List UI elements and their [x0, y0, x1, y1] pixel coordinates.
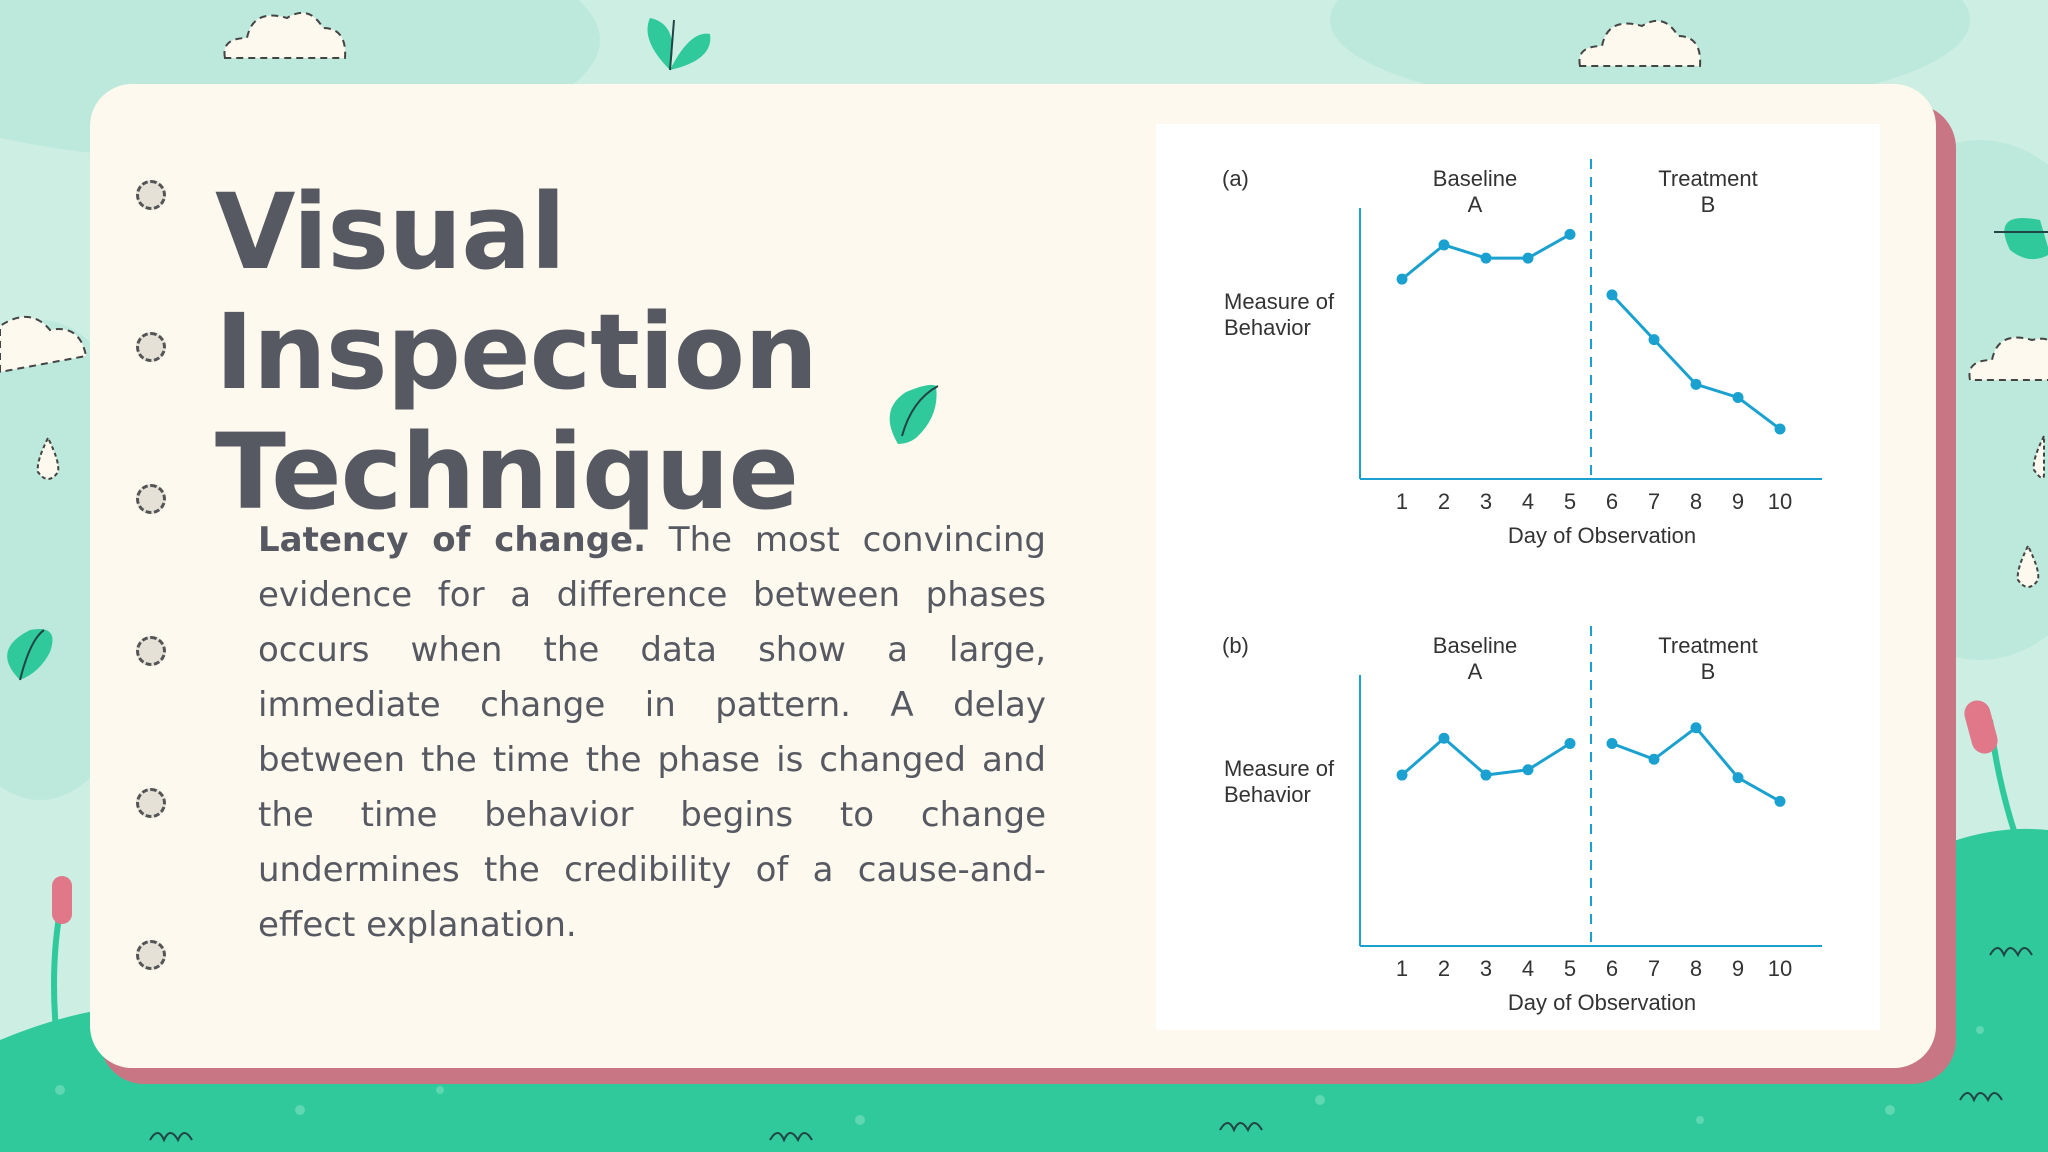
- data-point: [1732, 391, 1744, 403]
- phase-label-treatment: Treatment: [1658, 166, 1757, 191]
- data-point: [1690, 378, 1702, 390]
- binder-ring: [136, 332, 166, 362]
- binder-ring: [136, 180, 166, 210]
- x-tick-label: 4: [1522, 489, 1534, 514]
- phase-label-treatment-letter: B: [1701, 659, 1716, 684]
- panel-label: (b): [1222, 633, 1249, 658]
- title-line-2: Technique: [215, 411, 799, 533]
- data-point: [1648, 753, 1660, 765]
- data-point: [1564, 228, 1576, 240]
- x-tick-label: 1: [1396, 489, 1408, 514]
- y-axis-label-line2: Behavior: [1224, 782, 1311, 807]
- panel-label: (a): [1222, 166, 1249, 191]
- phase-label-treatment: Treatment: [1658, 633, 1757, 658]
- series-line-B: [1611, 725, 1781, 803]
- data-point: [1480, 252, 1492, 264]
- phase-label-baseline-letter: A: [1468, 192, 1483, 217]
- data-point: [1396, 273, 1408, 285]
- y-axis-label: Measure of: [1224, 756, 1335, 781]
- x-tick-label: 10: [1768, 956, 1792, 981]
- x-tick-label: 2: [1438, 956, 1450, 981]
- title-line-1: Visual Inspection: [215, 171, 818, 413]
- data-point: [1606, 737, 1618, 749]
- x-tick-label: 7: [1648, 489, 1660, 514]
- leaf-icon: [889, 384, 939, 444]
- series-line-A: [1401, 736, 1571, 777]
- data-point: [1438, 239, 1450, 251]
- body-paragraph: Latency of change. The most convincing e…: [258, 513, 1046, 953]
- series-line-B: [1610, 293, 1781, 431]
- x-tick-label: 8: [1690, 956, 1702, 981]
- data-point: [1522, 252, 1534, 264]
- binder-ring: [136, 940, 166, 970]
- y-axis-label: Measure of: [1224, 289, 1335, 314]
- data-point: [1690, 722, 1702, 734]
- data-point: [1480, 769, 1492, 781]
- x-tick-label: 10: [1768, 489, 1792, 514]
- binder-ring: [136, 636, 166, 666]
- phase-label-baseline-letter: A: [1468, 659, 1483, 684]
- binder-ring: [136, 484, 166, 514]
- x-axis-title: Day of Observation: [1508, 523, 1696, 548]
- data-point: [1774, 423, 1786, 435]
- body-lead-term: Latency of change.: [258, 520, 647, 560]
- x-tick-label: 2: [1438, 489, 1450, 514]
- x-tick-label: 8: [1690, 489, 1702, 514]
- x-tick-label: 9: [1732, 956, 1744, 981]
- figure-panel: [1156, 124, 1880, 1030]
- data-point: [1564, 737, 1576, 749]
- x-axis-title: Day of Observation: [1508, 990, 1696, 1015]
- data-point: [1522, 764, 1534, 776]
- x-tick-label: 5: [1564, 489, 1576, 514]
- x-tick-label: 4: [1522, 956, 1534, 981]
- phase-label-baseline: Baseline: [1433, 633, 1517, 658]
- data-point: [1606, 289, 1618, 301]
- data-point: [1648, 334, 1660, 346]
- data-point: [1438, 732, 1450, 744]
- y-axis-label-line2: Behavior: [1224, 315, 1311, 340]
- data-point: [1396, 769, 1408, 781]
- data-point: [1774, 795, 1786, 807]
- x-tick-label: 6: [1606, 956, 1618, 981]
- x-tick-label: 7: [1648, 956, 1660, 981]
- slide-title: Visual Inspection Technique: [215, 172, 1135, 532]
- data-point: [1732, 772, 1744, 784]
- x-tick-label: 1: [1396, 956, 1408, 981]
- phase-label-baseline: Baseline: [1433, 166, 1517, 191]
- x-tick-label: 3: [1480, 489, 1492, 514]
- x-tick-label: 5: [1564, 956, 1576, 981]
- x-tick-label: 6: [1606, 489, 1618, 514]
- body-text: The most convincing evidence for a diffe…: [258, 520, 1046, 945]
- phase-label-treatment-letter: B: [1701, 192, 1716, 217]
- x-tick-label: 9: [1732, 489, 1744, 514]
- binder-ring: [136, 788, 166, 818]
- x-tick-label: 3: [1480, 956, 1492, 981]
